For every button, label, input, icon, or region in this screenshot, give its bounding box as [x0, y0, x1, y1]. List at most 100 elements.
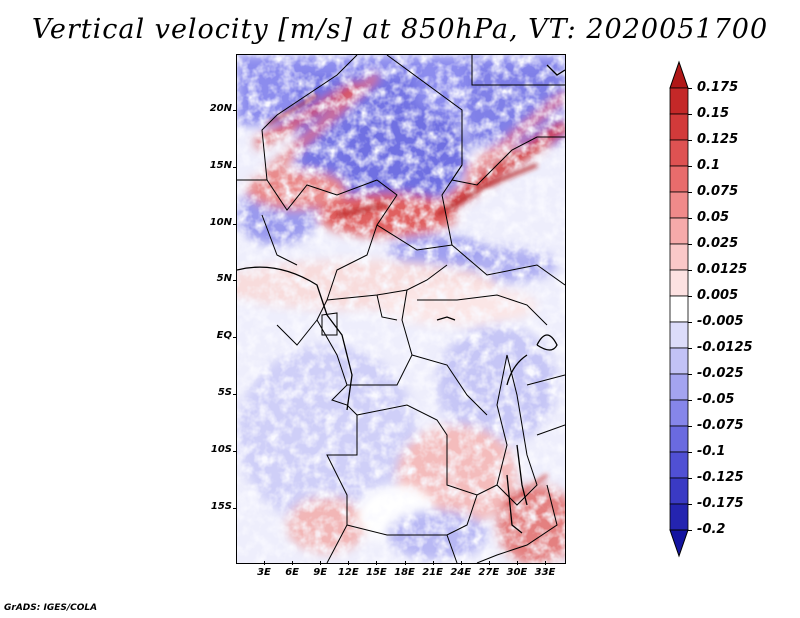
lon-tick	[460, 561, 462, 565]
colorbar-tick	[688, 348, 692, 349]
colorbar-segment	[669, 451, 689, 479]
colorbar-tick	[688, 530, 692, 531]
colorbar-label: -0.2	[697, 522, 726, 537]
lon-label: 18E	[394, 567, 415, 578]
lon-label: 27E	[478, 567, 500, 578]
colorbar-label: -0.005	[697, 314, 744, 329]
colorbar-tick	[688, 296, 692, 297]
colorbar-segment	[669, 269, 689, 297]
colorbar-tick	[688, 374, 692, 375]
lon-tick	[545, 561, 546, 565]
colorbar-label: 0.075	[697, 184, 739, 199]
lon-tick	[432, 561, 434, 565]
lat-label: 15S	[210, 500, 232, 512]
colorbar-tick	[688, 478, 692, 479]
colorbar-label: -0.1	[697, 444, 726, 459]
colorbar-tick	[688, 244, 692, 245]
lat-tick	[233, 450, 237, 452]
lat-tick	[233, 394, 237, 395]
colorbar-label: 0.1	[697, 158, 721, 173]
colorbar-label: -0.075	[697, 418, 744, 433]
colorbar-segment	[669, 139, 689, 167]
colorbar-label: -0.175	[697, 496, 744, 511]
colorbar-tick	[688, 400, 692, 401]
lon-label: 33E	[534, 567, 556, 578]
colorbar-tick	[688, 88, 692, 89]
colorbar-label: -0.025	[697, 366, 744, 381]
colorbar-tick	[688, 140, 692, 141]
colorbar-segment	[669, 321, 689, 349]
lon-label: 24E	[450, 567, 472, 578]
colorbar-label: 0.005	[697, 288, 739, 303]
noise-texture	[237, 55, 565, 563]
lon-tick	[320, 561, 322, 565]
colorbar-label: -0.0125	[697, 340, 753, 355]
lon-tick	[516, 561, 518, 565]
colorbar-bottom-triangle	[669, 529, 689, 558]
lat-tick	[233, 110, 237, 111]
lon-label: 30E	[506, 567, 528, 578]
colorbar-tick	[688, 426, 692, 427]
lon-tick	[264, 561, 265, 565]
lat-label: 5N	[216, 273, 232, 285]
colorbar-tick	[688, 504, 692, 505]
lon-tick	[376, 561, 378, 565]
colorbar-tick	[688, 114, 692, 115]
colorbar	[669, 60, 689, 558]
colorbar-segment	[669, 477, 689, 505]
lon-tick	[488, 561, 490, 565]
colorbar-segment	[669, 399, 689, 427]
colorbar-tick	[688, 166, 692, 167]
colorbar-label: 0.15	[697, 106, 730, 121]
colorbar-top-triangle	[669, 60, 689, 89]
lon-label: 6E	[285, 567, 299, 578]
lon-label: 21E	[422, 567, 443, 578]
lat-tick	[233, 223, 237, 225]
country-borders	[237, 55, 565, 563]
lat-tick	[233, 166, 237, 168]
colorbar-segment	[669, 425, 689, 453]
colorbar-segment	[669, 165, 689, 193]
lon-label: 3E	[257, 567, 271, 578]
colorbar-label: 0.05	[697, 210, 730, 225]
colorbar-segment	[669, 373, 689, 401]
lat-label: 10S	[210, 443, 232, 455]
colorbar-label: 0.175	[697, 80, 739, 95]
velocity-map	[237, 55, 565, 563]
lat-tick	[233, 337, 237, 339]
lon-label: 9E	[313, 567, 328, 578]
colorbar-label: -0.05	[697, 392, 735, 407]
colorbar-label: 0.125	[697, 132, 739, 147]
colorbar-label: -0.125	[697, 470, 744, 485]
colorbar-segment	[669, 113, 689, 141]
colorbar-tick	[688, 192, 692, 193]
lon-label: 15E	[366, 567, 387, 578]
coastlines-lakes	[237, 64, 565, 534]
lat-label: EQ	[216, 330, 232, 342]
colorbar-segment	[669, 295, 689, 323]
lat-tick	[233, 280, 237, 282]
colorbar-segment	[669, 503, 689, 531]
lon-label: 12E	[337, 567, 359, 578]
colorbar-tick	[688, 270, 692, 271]
lat-tick	[233, 507, 237, 509]
colorbar-tick	[688, 452, 692, 453]
colorbar-segment	[669, 87, 689, 115]
chart-title: Vertical velocity [m/s] at 850hPa, VT: 2…	[31, 14, 769, 45]
colorbar-tick	[688, 322, 692, 323]
colorbar-tick	[688, 218, 692, 219]
colorbar-label: 0.0125	[697, 262, 748, 277]
colorbar-segment	[669, 217, 689, 245]
colorbar-segment	[669, 191, 689, 219]
lon-tick	[404, 561, 406, 565]
lon-tick	[348, 561, 350, 565]
lat-label: 10N	[209, 216, 232, 228]
lat-label: 15N	[209, 159, 232, 171]
colorbar-segment	[669, 243, 689, 271]
lat-label: 20N	[209, 103, 232, 114]
lat-label: 5S	[217, 387, 232, 398]
footer-credit: GrADS: IGES/COLA	[4, 603, 98, 613]
colorbar-segment	[669, 347, 689, 375]
colorbar-label: 0.025	[697, 236, 739, 251]
map-panel	[236, 54, 566, 564]
